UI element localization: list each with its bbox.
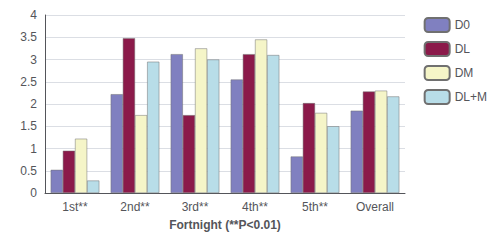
svg-text:1st**: 1st** xyxy=(62,200,88,214)
svg-text:2: 2 xyxy=(30,97,37,111)
svg-text:D0: D0 xyxy=(455,18,471,32)
svg-text:Fortnight (**P<0.01): Fortnight (**P<0.01) xyxy=(169,218,281,232)
svg-text:3rd**: 3rd** xyxy=(182,200,209,214)
svg-text:3: 3 xyxy=(30,53,37,67)
svg-text:0.5: 0.5 xyxy=(20,164,37,178)
svg-text:4: 4 xyxy=(30,8,37,22)
svg-text:1.5: 1.5 xyxy=(20,119,37,133)
svg-text:4th**: 4th** xyxy=(242,200,268,214)
svg-text:2nd**: 2nd** xyxy=(120,200,150,214)
svg-text:Overall: Overall xyxy=(356,200,394,214)
svg-text:0: 0 xyxy=(30,186,37,200)
svg-text:3.5: 3.5 xyxy=(20,30,37,44)
svg-text:DL: DL xyxy=(455,42,471,56)
svg-text:2.5: 2.5 xyxy=(20,75,37,89)
svg-text:5th**: 5th** xyxy=(302,200,328,214)
svg-text:DL+M: DL+M xyxy=(455,90,487,104)
svg-text:1: 1 xyxy=(30,142,37,156)
svg-text:DM: DM xyxy=(455,66,474,80)
